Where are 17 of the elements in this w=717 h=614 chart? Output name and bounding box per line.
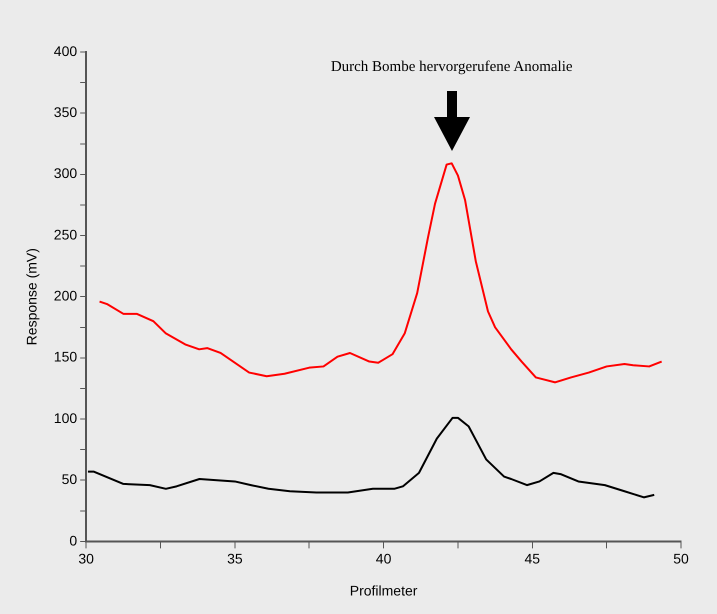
y-tick-label: 50 <box>62 471 78 488</box>
x-tick-label: 30 <box>78 550 94 567</box>
y-tick-label: 350 <box>54 104 78 120</box>
y-tick-label: 250 <box>54 226 78 242</box>
x-tick-label: 40 <box>376 550 392 567</box>
x-tick-label: 45 <box>524 550 540 567</box>
x-tick-label: 35 <box>227 550 243 567</box>
x-axis-title: Profilmeter <box>350 582 418 598</box>
y-axis-title: Response (mV) <box>23 248 40 346</box>
annotation: Durch Bombe hervorgerufene Anomalie <box>330 59 574 76</box>
y-tick-label: 150 <box>54 348 78 365</box>
y-tick-label: 300 <box>54 165 78 182</box>
y-tick-label: 0 <box>69 532 78 548</box>
y-tick-label: 200 <box>54 288 78 304</box>
y-tick-label: 100 <box>54 410 78 426</box>
y-tick-label: 400 <box>54 42 78 59</box>
x-tick-label: 50 <box>673 550 689 567</box>
